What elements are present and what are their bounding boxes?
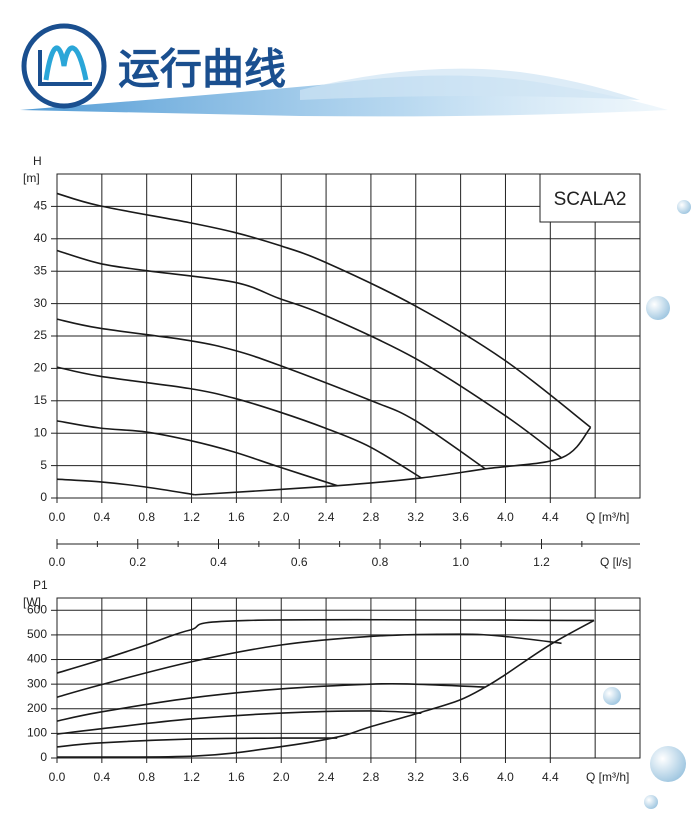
header-icon <box>43 45 89 81</box>
y-axis-unit: [W] <box>23 595 41 609</box>
y-tick-label: 500 <box>27 627 47 641</box>
x-tick-label: 4.4 <box>542 770 559 784</box>
header-icon <box>38 82 92 86</box>
curve <box>56 192 592 428</box>
x-tick-label: 4.0 <box>497 770 514 784</box>
header: 运行曲线 <box>20 23 668 117</box>
x-tick-label: 4.0 <box>497 510 514 524</box>
y-tick-label: 100 <box>27 726 47 740</box>
decor <box>603 200 691 809</box>
curve <box>56 318 486 470</box>
chart: 0.0 0.4 0.8 1.2 1.6 2.0 2.4 2.8 3.2 3.6 4.0 4.4 0 100… <box>23 578 641 784</box>
bubble <box>677 200 691 214</box>
x2-tick-label: 1.0 <box>452 555 469 569</box>
y-tick-label: 10 <box>34 425 48 439</box>
curve <box>56 478 196 496</box>
x-tick-label: 0.8 <box>138 770 155 784</box>
x-tick-label: 4.4 <box>542 510 559 524</box>
y-tick-label: 5 <box>40 458 47 472</box>
y-tick-label: 400 <box>27 652 47 666</box>
bubble <box>603 687 621 705</box>
header-title: 运行曲线 <box>118 45 286 94</box>
x-tick-label: 2.4 <box>318 510 335 524</box>
x-tick-label: 1.6 <box>228 770 245 784</box>
y-tick-label: 30 <box>34 296 48 310</box>
y-tick-label: 0 <box>40 750 47 764</box>
curve <box>56 682 486 722</box>
x2-axis-label: Q [l/s] <box>600 555 631 569</box>
x-tick-label: 3.6 <box>452 770 469 784</box>
x-tick-label: 2.0 <box>273 770 290 784</box>
x2-tick-label: 0.2 <box>129 555 146 569</box>
x-tick-label: 2.4 <box>318 770 335 784</box>
y-tick-label: 45 <box>34 199 48 213</box>
y-tick-label: 20 <box>34 361 48 375</box>
annotation-box <box>539 173 641 223</box>
y-tick-label: 40 <box>34 231 48 245</box>
annotation: SCALA2 <box>554 189 627 210</box>
curve <box>56 619 595 758</box>
curve <box>56 737 338 748</box>
y-tick-label: 15 <box>34 393 48 407</box>
x-tick-label: 0.0 <box>49 770 66 784</box>
header-splash <box>300 68 640 100</box>
bubble <box>646 296 670 320</box>
curve <box>194 426 592 496</box>
bubble <box>650 746 686 782</box>
x-tick-label: 1.2 <box>183 510 200 524</box>
x-axis-label: Q [m³/h] <box>586 510 629 524</box>
x-tick-label: 0.4 <box>94 770 111 784</box>
y-tick-label: 35 <box>34 263 48 277</box>
curve <box>56 710 422 735</box>
bubble <box>644 795 658 809</box>
x2-tick-label: 0.4 <box>210 555 227 569</box>
curve <box>56 420 338 487</box>
x-tick-label: 1.6 <box>228 510 245 524</box>
curve <box>56 249 562 459</box>
y-tick-label: 0 <box>40 490 47 504</box>
chart: 0.0 0.4 0.8 1.2 1.6 2.0 2.4 2.8 3.2 3.6 4.0 4.4 0 5 10… <box>23 154 641 569</box>
x-tick-label: 2.8 <box>363 510 380 524</box>
header-icon <box>38 50 42 84</box>
curve <box>56 366 422 479</box>
x-tick-label: 0.0 <box>49 510 66 524</box>
curve <box>56 618 595 674</box>
x-axis-label: Q [m³/h] <box>586 770 629 784</box>
x-tick-label: 2.8 <box>363 770 380 784</box>
x-tick-label: 3.6 <box>452 510 469 524</box>
y-tick-label: 300 <box>27 676 47 690</box>
x2-tick-label: 0.6 <box>291 555 308 569</box>
curve <box>56 633 562 698</box>
y-tick-label: 600 <box>27 602 47 616</box>
x2-tick-label: 0.8 <box>372 555 389 569</box>
x-tick-label: 0.8 <box>138 510 155 524</box>
x-tick-label: 3.2 <box>407 770 424 784</box>
y-tick-label: 200 <box>27 701 47 715</box>
x-tick-label: 0.4 <box>94 510 111 524</box>
x-tick-label: 1.2 <box>183 770 200 784</box>
y-axis-unit: [m] <box>23 171 40 185</box>
y-tick-label: 25 <box>34 328 48 342</box>
x-tick-label: 2.0 <box>273 510 290 524</box>
x-tick-label: 3.2 <box>407 510 424 524</box>
y-axis-label: P1 <box>33 578 48 592</box>
x2-tick-label: 1.2 <box>533 555 550 569</box>
x2-tick-label: 0.0 <box>49 555 66 569</box>
plot-frame <box>56 597 641 759</box>
y-axis-label: H <box>33 154 42 168</box>
